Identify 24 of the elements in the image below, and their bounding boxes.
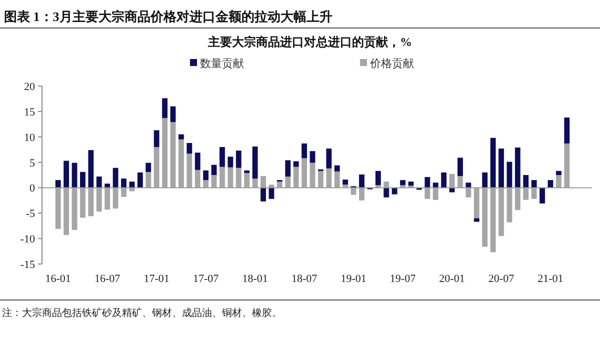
legend-label: 价格贡献 bbox=[369, 58, 414, 70]
x-tick-label: 17-07 bbox=[192, 273, 220, 285]
text: 注：大宗商品包括铁矿砂及精矿、钢材、成品油、铜材、橡胶。 bbox=[2, 307, 282, 319]
y-tick-label: -15 bbox=[20, 259, 36, 271]
y-tick-label: 20 bbox=[24, 81, 36, 93]
y-tick-label: 0 bbox=[30, 182, 36, 195]
y-tick-label: 5 bbox=[30, 157, 36, 170]
y-tick-label: 10 bbox=[24, 132, 36, 144]
chart-title: 主要大宗商品进口对总进口的贡献，% bbox=[207, 35, 412, 49]
x-tick-label: 20-01 bbox=[439, 273, 465, 285]
x-tick-label: 21-01 bbox=[538, 273, 564, 285]
x-tick-label: 16-07 bbox=[94, 273, 121, 285]
x-tick-label: 18-01 bbox=[242, 273, 268, 285]
x-tick-label: 19-07 bbox=[390, 273, 416, 285]
x-tick-label: 16-01 bbox=[45, 273, 71, 285]
x-tick-label: 20-07 bbox=[488, 273, 515, 285]
y-tick-label: -10 bbox=[20, 234, 36, 246]
legend-label: 数量贡献 bbox=[200, 58, 244, 70]
x-tick-label: 17-01 bbox=[144, 273, 170, 285]
x-tick-label: 19-01 bbox=[340, 273, 366, 285]
y-tick-label: -5 bbox=[26, 208, 36, 220]
y-tick-label: 15 bbox=[24, 106, 36, 118]
x-tick-label: 18-07 bbox=[291, 273, 318, 285]
text: 图表 1：3月主要大宗商品价格对进口金额的拉动大幅上升 bbox=[4, 9, 332, 24]
